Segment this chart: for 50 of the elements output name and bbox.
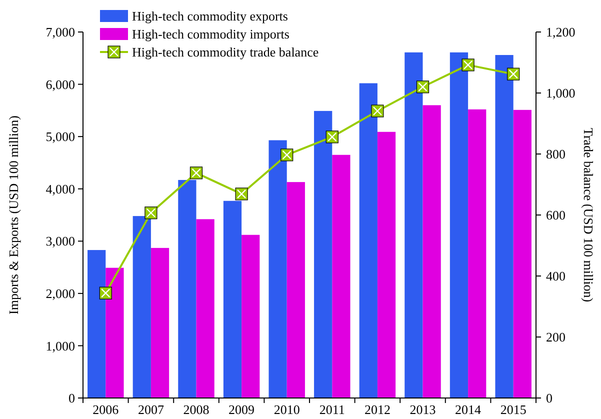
x-tick-label: 2013	[410, 402, 436, 417]
y-tick-label: 3,000	[46, 234, 75, 249]
bar	[196, 219, 214, 398]
y-tick-label: 5,000	[46, 129, 75, 144]
bar	[422, 105, 441, 398]
x-tick-label: 2008	[183, 402, 210, 417]
bar	[286, 182, 305, 398]
y2-tick-label: 400	[546, 268, 566, 284]
y2-tick-label: 800	[546, 146, 566, 162]
y2-tick-label: 1,000	[546, 86, 576, 101]
y2-tick-label: 1,200	[546, 24, 576, 40]
x-tick-label: 2012	[364, 402, 390, 417]
bar	[332, 154, 350, 398]
bar	[314, 110, 332, 398]
x-tick-label: 2010	[274, 402, 300, 417]
y-axis-title: Imports & Exports (USD 100 million)	[6, 116, 21, 314]
y-tick-label: 6,000	[46, 76, 75, 92]
bar	[178, 180, 196, 398]
x-tick-label: 2006	[92, 402, 120, 417]
y2-tick-label: 600	[546, 208, 566, 223]
legend-label: High-tech commodity trade balance	[132, 44, 319, 60]
bar	[242, 234, 260, 398]
y-tick-label: 4,000	[46, 181, 75, 196]
bar	[268, 140, 287, 398]
y-tick-label: 0	[68, 390, 75, 406]
y2-axis-title: Trade balance (USD 100 million)	[581, 128, 596, 302]
bar	[106, 268, 124, 398]
bar	[132, 216, 151, 398]
x-tick-label: 2007	[138, 402, 164, 417]
y-tick-label: 2,000	[46, 286, 75, 301]
x-tick-label: 2011	[319, 402, 345, 417]
bar	[150, 248, 170, 398]
x-tick-label: 2009	[228, 402, 255, 417]
legend-label: High-tech commodity exports	[132, 8, 288, 24]
x-tick-label: 2014	[455, 402, 482, 417]
bar	[359, 83, 378, 398]
bar	[450, 52, 468, 398]
y2-tick-label: 0	[546, 390, 552, 406]
bar	[513, 110, 532, 398]
bar	[223, 200, 242, 398]
y-tick-label: 1,000	[46, 338, 75, 354]
legend-label: High-tech commodity imports	[132, 26, 290, 42]
bar	[468, 109, 486, 398]
x-tick-label: 2015	[500, 402, 526, 417]
bar	[404, 52, 423, 398]
bar	[495, 55, 514, 398]
bar	[377, 132, 396, 398]
y-tick-label: 7,000	[46, 24, 75, 40]
bar	[88, 250, 106, 398]
y2-tick-label: 200	[546, 330, 566, 345]
